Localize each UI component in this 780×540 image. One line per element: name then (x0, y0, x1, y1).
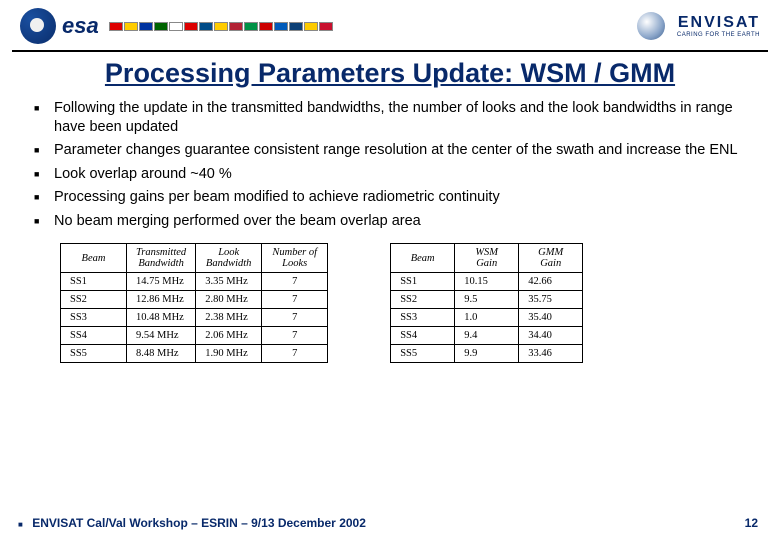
table-header: WSMGain (455, 244, 519, 273)
table-cell: 9.5 (455, 291, 519, 309)
table-header: GMMGain (519, 244, 583, 273)
slide-title: Processing Parameters Update: WSM / GMM (0, 58, 780, 89)
table-cell: 34.40 (519, 327, 583, 345)
page-number: 12 (745, 516, 758, 530)
bullet-item: Look overlap around ~40 % (54, 165, 746, 184)
table-cell: 2.80 MHz (196, 291, 262, 309)
flag-icon (259, 22, 273, 31)
table-cell: 9.54 MHz (127, 327, 196, 345)
flag-icon (139, 22, 153, 31)
table-cell: 12.86 MHz (127, 291, 196, 309)
table-row: SS49.434.40 (391, 327, 583, 345)
table-cell: 42.66 (519, 273, 583, 291)
bullet-item: Parameter changes guarantee consistent r… (54, 141, 746, 160)
table-row: SS114.75 MHz3.35 MHz7 (61, 273, 328, 291)
table-cell: SS1 (61, 273, 127, 291)
table-cell: 10.15 (455, 273, 519, 291)
bullet-item: No beam merging performed over the beam … (54, 212, 746, 231)
table-cell: 7 (262, 345, 328, 363)
table-cell: 10.48 MHz (127, 309, 196, 327)
table-cell: 35.75 (519, 291, 583, 309)
table-cell: 1.0 (455, 309, 519, 327)
table-cell: SS2 (391, 291, 455, 309)
table-cell: 1.90 MHz (196, 345, 262, 363)
flag-icon (199, 22, 213, 31)
table-cell: 9.9 (455, 345, 519, 363)
table-cell: 7 (262, 291, 328, 309)
esa-circle-icon (20, 8, 56, 44)
table-cell: 7 (262, 327, 328, 345)
flag-icon (274, 22, 288, 31)
table-cell: 35.40 (519, 309, 583, 327)
table-row: SS29.535.75 (391, 291, 583, 309)
flag-icon (229, 22, 243, 31)
flag-icon (169, 22, 183, 31)
flag-row (109, 22, 333, 31)
flag-icon (289, 22, 303, 31)
table-row: SS310.48 MHz2.38 MHz7 (61, 309, 328, 327)
table-cell: SS1 (391, 273, 455, 291)
bullet-icon: ■ (18, 520, 23, 529)
flag-icon (214, 22, 228, 31)
table-cell: SS4 (391, 327, 455, 345)
table-row: SS58.48 MHz1.90 MHz7 (61, 345, 328, 363)
table-cell: 2.38 MHz (196, 309, 262, 327)
table-row: SS31.035.40 (391, 309, 583, 327)
table-cell: 2.06 MHz (196, 327, 262, 345)
table-cell: 8.48 MHz (127, 345, 196, 363)
esa-text: esa (62, 13, 99, 39)
flag-icon (304, 22, 318, 31)
flag-icon (124, 22, 138, 31)
envisat-text: ENVISAT (678, 14, 760, 32)
table-cell: SS5 (61, 345, 127, 363)
table-cell: 7 (262, 309, 328, 327)
table-header: Beam (61, 244, 127, 273)
flag-icon (244, 22, 258, 31)
slide-footer: ■ ENVISAT Cal/Val Workshop – ESRIN – 9/1… (0, 516, 780, 530)
table-cell: SS3 (391, 309, 455, 327)
table-cell: 14.75 MHz (127, 273, 196, 291)
bullet-item: Processing gains per beam modified to ac… (54, 188, 746, 207)
table-header: Beam (391, 244, 455, 273)
header-divider (12, 50, 768, 52)
flag-icon (109, 22, 123, 31)
table-row: SS110.1542.66 (391, 273, 583, 291)
flag-icon (319, 22, 333, 31)
table-row: SS49.54 MHz2.06 MHz7 (61, 327, 328, 345)
flag-icon (184, 22, 198, 31)
table-header: TransmittedBandwidth (127, 244, 196, 273)
table-row: SS212.86 MHz2.80 MHz7 (61, 291, 328, 309)
tables-container: BeamTransmittedBandwidthLookBandwidthNum… (0, 235, 780, 363)
table-cell: 9.4 (455, 327, 519, 345)
footer-text: ■ ENVISAT Cal/Val Workshop – ESRIN – 9/1… (18, 516, 366, 530)
envisat-logo-block: ENVISAT CARING FOR THE EARTH (623, 10, 760, 42)
flag-icon (154, 22, 168, 31)
bandwidth-table: BeamTransmittedBandwidthLookBandwidthNum… (60, 243, 328, 363)
bullet-item: Following the update in the transmitted … (54, 99, 746, 136)
table-header: LookBandwidth (196, 244, 262, 273)
slide-header: esa ENVISAT CARING FOR THE EARTH (0, 0, 780, 48)
gain-table: BeamWSMGainGMMGainSS110.1542.66SS29.535.… (390, 243, 583, 363)
footer-label: ENVISAT Cal/Val Workshop – ESRIN – 9/13 … (32, 516, 366, 530)
table-cell: 3.35 MHz (196, 273, 262, 291)
table-cell: SS3 (61, 309, 127, 327)
table-cell: SS5 (391, 345, 455, 363)
table-header: Number ofLooks (262, 244, 328, 273)
table-cell: SS4 (61, 327, 127, 345)
esa-logo: esa (20, 8, 333, 44)
table-cell: 33.46 (519, 345, 583, 363)
globe-icon (623, 10, 671, 42)
bullet-list: Following the update in the transmitted … (0, 99, 780, 230)
table-row: SS59.933.46 (391, 345, 583, 363)
envisat-subtitle: CARING FOR THE EARTH (677, 32, 760, 38)
table-cell: 7 (262, 273, 328, 291)
table-cell: SS2 (61, 291, 127, 309)
